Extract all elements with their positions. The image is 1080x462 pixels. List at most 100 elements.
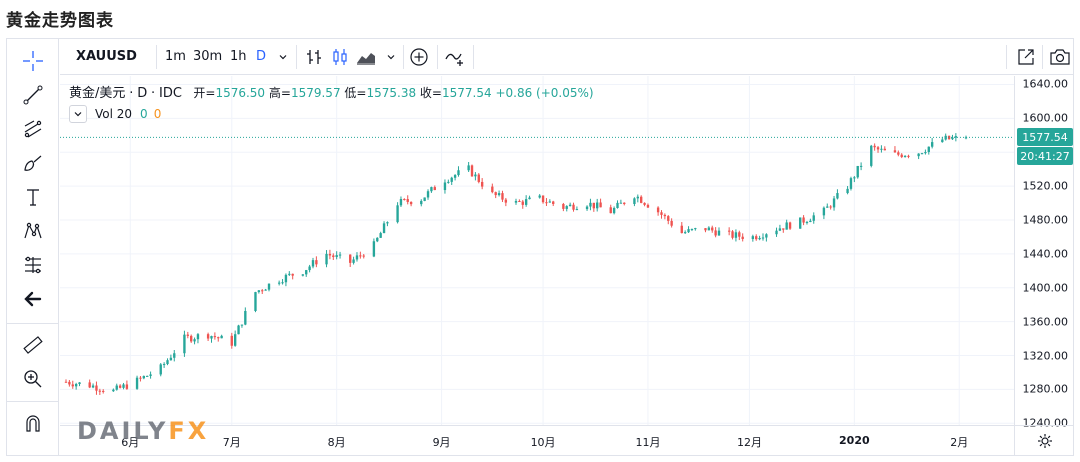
candle-body: [941, 139, 944, 143]
candle-body: [714, 230, 717, 236]
area-chart-icon[interactable]: [352, 43, 380, 71]
candle-body: [870, 145, 873, 166]
candle-body: [660, 212, 663, 215]
legend-collapse-icon[interactable]: [69, 105, 87, 123]
candle-body: [386, 222, 389, 224]
price-axis-label: 1520.00: [1022, 179, 1069, 193]
candle-body: [518, 201, 521, 203]
candle-body: [267, 283, 271, 290]
ruler-icon[interactable]: [17, 331, 49, 359]
candle-body: [589, 202, 592, 207]
zoom-in-icon[interactable]: [17, 365, 49, 393]
time-axis[interactable]: 6月 7月 8月 9月 10月 11月 12月 2020 2月: [60, 425, 1014, 455]
candles-icon[interactable]: [326, 43, 354, 71]
interval-d[interactable]: D: [256, 49, 267, 64]
camera-icon[interactable]: [1046, 43, 1074, 71]
candle-body: [501, 193, 504, 200]
candle-body: [288, 273, 291, 275]
legend-high: 1579.57: [290, 86, 341, 100]
legend-source: IDC: [159, 86, 182, 101]
candle-body: [453, 175, 457, 178]
fullscreen-icon[interactable]: [1012, 43, 1040, 71]
interval-1m[interactable]: 1m: [165, 49, 186, 64]
candle-body: [474, 174, 477, 177]
arrow-left-icon[interactable]: [17, 285, 49, 313]
interval-30m[interactable]: 30m: [193, 49, 223, 64]
candle-body: [731, 231, 734, 238]
legend-symbol-name[interactable]: 黄金/美元: [69, 86, 126, 101]
candle-body: [305, 270, 308, 275]
candle-body: [927, 146, 930, 153]
candle-body: [856, 165, 859, 178]
indicators-icon[interactable]: [441, 43, 469, 71]
candle-body: [504, 199, 508, 203]
candle-body: [799, 217, 802, 229]
candle-body: [538, 195, 541, 198]
candle-body: [734, 232, 738, 238]
candle-body: [467, 165, 470, 171]
bar-countdown-badge: 20:41:27: [1017, 147, 1073, 166]
candle-body: [683, 232, 687, 234]
price-axis[interactable]: 1640.001600.001560.001520.001480.001440.…: [1014, 76, 1074, 430]
candle-body: [433, 187, 436, 191]
bar-chart-icon[interactable]: [300, 43, 328, 71]
legend-close: 1577.54: [441, 86, 492, 100]
candle-body: [643, 202, 646, 205]
candle-body: [687, 229, 690, 233]
candle-body: [118, 385, 122, 388]
candle-body: [139, 377, 142, 379]
candle-body: [102, 390, 105, 392]
volume-label[interactable]: Vol 20: [95, 107, 133, 121]
candle-body: [146, 375, 149, 377]
interval-1h[interactable]: 1h: [230, 49, 247, 64]
candle-body: [568, 204, 572, 207]
candle-body: [738, 232, 741, 237]
prediction-icon[interactable]: [17, 251, 49, 279]
candle-body: [565, 206, 568, 209]
text-tool-icon[interactable]: [17, 183, 49, 211]
candle-body: [95, 385, 98, 391]
candle-body: [670, 220, 673, 226]
interval-dropdown-icon[interactable]: [269, 43, 297, 71]
candle-body: [812, 215, 815, 221]
time-axis-label: 11月: [635, 436, 661, 449]
candle-body: [328, 253, 332, 256]
magnet-icon[interactable]: [17, 409, 49, 437]
volume-value-b: 0: [153, 107, 162, 121]
candle-body: [836, 193, 839, 199]
candle-body: [362, 255, 365, 257]
candle-body: [264, 289, 267, 291]
price-axis-label: 1320.00: [1022, 349, 1069, 363]
candle-body: [379, 233, 382, 238]
trend-line-icon[interactable]: [17, 81, 49, 109]
chart-widget: XAUUSD 1m 30m 1h D: [6, 38, 1074, 456]
candle-body: [372, 241, 376, 257]
chart-type-dropdown-icon[interactable]: [377, 43, 405, 71]
symbol-search[interactable]: XAUUSD: [76, 49, 137, 64]
drawing-toolbar: [7, 39, 59, 455]
chart-plot-area[interactable]: [60, 76, 1014, 425]
brush-icon[interactable]: [17, 149, 49, 177]
candle-body: [514, 201, 518, 203]
candle-body: [849, 178, 853, 189]
price-axis-label: 1360.00: [1022, 315, 1069, 329]
price-axis-label: 1600.00: [1022, 111, 1069, 125]
candle-body: [897, 152, 900, 155]
candle-body: [900, 154, 903, 158]
candle-body: [376, 237, 379, 242]
fib-retracement-icon[interactable]: [17, 115, 49, 143]
settings-icon[interactable]: [1014, 425, 1074, 455]
candle-body: [190, 335, 193, 342]
candlestick-chart: [60, 76, 1014, 425]
candle-body: [667, 216, 670, 221]
pattern-icon[interactable]: [17, 217, 49, 245]
crosshair-icon[interactable]: [17, 47, 49, 75]
compare-add-icon[interactable]: [405, 43, 433, 71]
candle-body: [71, 384, 74, 387]
candle-body: [907, 155, 910, 157]
time-axis-label: 9月: [432, 436, 451, 449]
candle-body: [616, 202, 619, 209]
candle-body: [765, 234, 768, 238]
candle-body: [135, 377, 139, 389]
candle-body: [954, 136, 958, 138]
